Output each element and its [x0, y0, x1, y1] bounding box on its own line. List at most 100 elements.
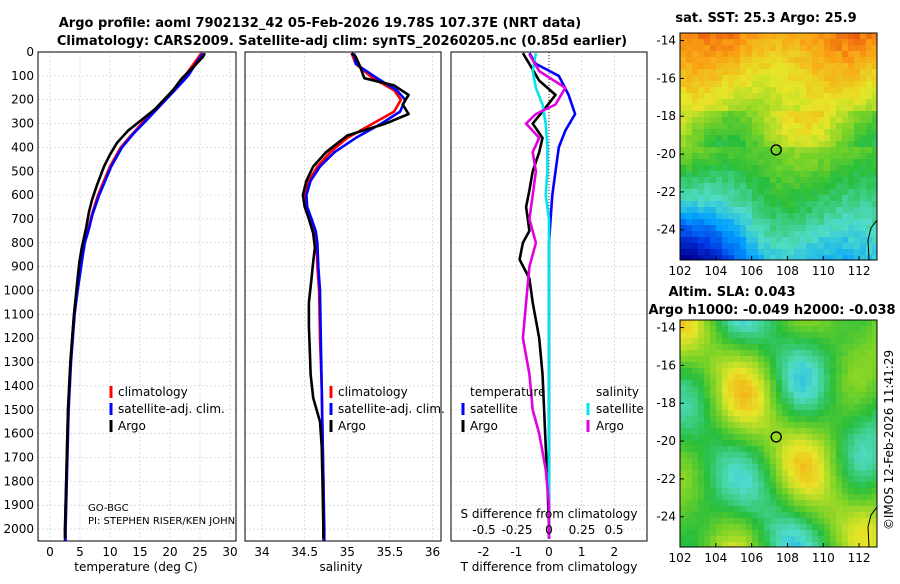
diff-x2label: S difference from climatology — [461, 507, 638, 521]
sal-series-argo — [301, 52, 410, 539]
sst-xtick-label: 106 — [740, 264, 763, 278]
sst-ytick-label: -20 — [656, 147, 676, 161]
depth-tick-label: 1000 — [3, 284, 34, 298]
figure-title-line1: Argo profile: aoml 7902132_42 05-Feb-202… — [59, 16, 581, 31]
sst-ytick-label: -16 — [656, 71, 676, 85]
depth-tick-label: 1300 — [3, 355, 34, 369]
diff-xtick-label: -2 — [478, 545, 490, 559]
depth-tick-label: 500 — [11, 164, 34, 178]
sla-xtick-label: 102 — [669, 551, 692, 565]
diff-legend-temperature-satellite: satellite — [470, 402, 518, 416]
sla-xtick-label: 112 — [848, 551, 871, 565]
diff-xtick-label: 1 — [578, 545, 586, 559]
temp-xtick-label: 10 — [102, 545, 117, 559]
sal-xtick-label: 36 — [425, 545, 440, 559]
depth-tick-label: 1400 — [3, 379, 34, 393]
sal-xtick-label: 35 — [340, 545, 355, 559]
diff-x2tick-3: 0 — [545, 523, 553, 537]
sla-xtick-label: 110 — [812, 551, 835, 565]
diff-legend-temperature-title: temperature — [470, 385, 545, 399]
sla-ytick-label: -14 — [656, 321, 676, 335]
diff-xtick-label: -1 — [510, 545, 522, 559]
diff-legend-salinity-title: salinity — [596, 385, 639, 399]
depth-tick-label: 1700 — [3, 451, 34, 465]
diff-x2tick-2: -0.25 — [501, 523, 532, 537]
sal-plot-area — [245, 52, 441, 541]
sst-xtick-label: 102 — [669, 264, 692, 278]
sla-ytick-label: -16 — [656, 358, 676, 372]
sst-xtick-label: 104 — [704, 264, 727, 278]
sla-coastline — [867, 506, 878, 548]
diff-x2tick-5: 0.5 — [604, 523, 623, 537]
imos-credit: ©IMOS 12-Feb-2026 11:41:29 — [882, 350, 896, 530]
sla-argo-marker — [770, 431, 782, 443]
depth-tick-label: 800 — [11, 236, 34, 250]
temp-xtick-label: 30 — [222, 545, 237, 559]
temp-xtick-label: 5 — [76, 545, 84, 559]
diff-axes-frame — [450, 51, 648, 542]
sal-series-satellite-adj-clim- — [305, 52, 407, 541]
sst-frame — [679, 32, 878, 261]
diff-series-salinity-argo — [521, 53, 567, 539]
float-program-label: GO-BGC — [88, 503, 129, 514]
sal-legend-argo: Argo — [338, 419, 366, 433]
diff-legend-temperature-argo: Argo — [470, 419, 498, 433]
depth-tick-label: 400 — [11, 140, 34, 154]
figure-title-line2: Climatology: CARS2009. Satellite-adj cli… — [57, 34, 627, 49]
sla-ytick-label: -22 — [656, 472, 676, 486]
diff-legend-salinity-satellite: satellite — [596, 402, 644, 416]
diff-xlabel: T difference from climatology — [460, 560, 638, 574]
sla-xtick-label: 104 — [704, 551, 727, 565]
sal-xtick-label: 34.5 — [291, 545, 318, 559]
salinity-panel: 34 34.5 35 35.5 36 — [244, 51, 442, 559]
sla-frame — [679, 319, 878, 548]
depth-tick-label: 600 — [11, 188, 34, 202]
temp-legend-climatology: climatology — [118, 385, 188, 399]
depth-tick-label: 900 — [11, 260, 34, 274]
sal-legend-satellite: satellite-adj. clim. — [338, 402, 445, 416]
sal-axes-frame — [244, 51, 442, 542]
depth-tick-label: 300 — [11, 117, 34, 131]
sst-ytick-label: -22 — [656, 185, 676, 199]
depth-tick-label: 100 — [11, 69, 34, 83]
temp-xtick-label: 0 — [46, 545, 54, 559]
sla-map-title-line2: Argo h1000: -0.049 h2000: -0.038 — [648, 303, 895, 318]
depth-tick-label: 700 — [11, 212, 34, 226]
sst-map-panel: 102 104 106 108 110 112 -14 -16 -18 -20 -22 -24 — [656, 32, 878, 278]
sal-legend-climatology: climatology — [338, 385, 408, 399]
sla-ytick-label: -18 — [656, 396, 676, 410]
diff-xtick-label: 0 — [545, 545, 553, 559]
sst-ytick-label: -14 — [656, 34, 676, 48]
float-pi-label: PI: STEPHEN RISER/KEN JOHN — [88, 516, 235, 527]
diff-xtick-label: 2 — [611, 545, 619, 559]
sst-xtick-label: 108 — [776, 264, 799, 278]
salinity-xlabel: salinity — [319, 560, 362, 574]
temp-axes-frame — [37, 51, 237, 542]
diff-x2tick-1: -0.5 — [472, 523, 495, 537]
sla-map-title-line1: Altim. SLA: 0.043 — [669, 285, 796, 300]
depth-tick-label: 200 — [11, 93, 34, 107]
temp-legend-argo: Argo — [118, 419, 146, 433]
sst-xtick-label: 110 — [812, 264, 835, 278]
diff-legend-salinity-argo: Argo — [596, 419, 624, 433]
sst-map-title: sat. SST: 25.3 Argo: 25.9 — [675, 11, 856, 26]
depth-tick-label: 1200 — [3, 331, 34, 345]
depth-tick-label: 0 — [26, 45, 34, 59]
temp-xtick-label: 25 — [192, 545, 207, 559]
depth-tick-label: 1900 — [3, 498, 34, 512]
sla-xtick-label: 106 — [740, 551, 763, 565]
sla-map-panel: 102 104 106 108 110 112 -14 -16 -18 -20 -22 -24 — [656, 319, 878, 565]
sst-xtick-label: 112 — [848, 264, 871, 278]
temp-series-argo — [63, 52, 206, 539]
sla-ytick-label: -24 — [656, 510, 676, 524]
diff-x2tick-4: 0.25 — [569, 523, 596, 537]
sst-field — [680, 33, 878, 261]
sst-ytick-label: -24 — [656, 223, 676, 237]
depth-tick-label: 1800 — [3, 474, 34, 488]
diff-series-temperature-argo — [518, 52, 557, 539]
temp-plot-area — [38, 52, 236, 541]
difference-panel: -2 -1 0 1 2 — [450, 51, 648, 559]
depth-tick-label: 2000 — [3, 522, 34, 536]
sla-ytick-label: -20 — [656, 434, 676, 448]
